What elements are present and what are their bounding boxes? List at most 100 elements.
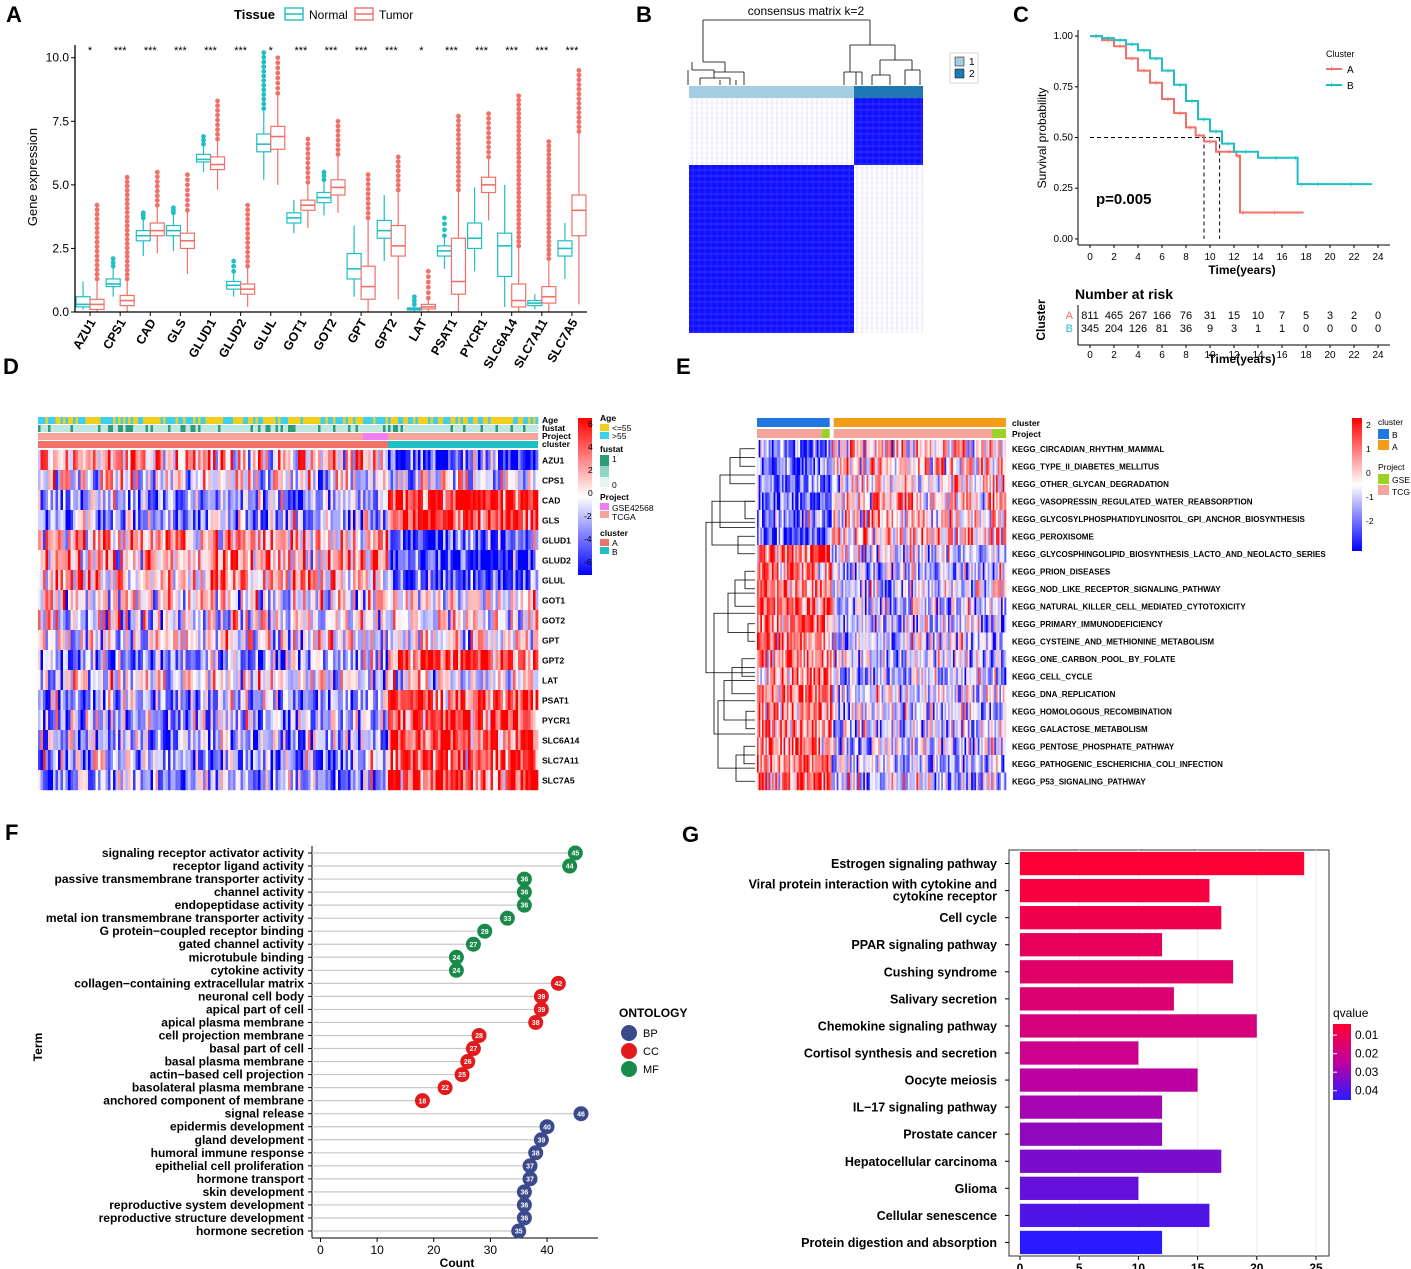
annot-age-cell	[385, 417, 389, 424]
heat-cell	[503, 490, 506, 511]
heat-cell	[85, 450, 89, 471]
heat-cell	[298, 450, 301, 471]
heat-cell	[205, 590, 209, 611]
heat-cell	[155, 750, 159, 771]
heat-cell	[48, 590, 51, 611]
gene-row-label: CAD	[542, 496, 560, 506]
heat-cell	[258, 530, 261, 551]
heat-cell	[90, 750, 94, 771]
heat-cell	[165, 470, 169, 491]
heat-cell	[498, 450, 501, 471]
heat-cell	[523, 650, 526, 671]
heat-cell	[305, 670, 309, 691]
heat-cell	[535, 730, 539, 751]
heat-cell	[770, 492, 773, 511]
heat-cell	[263, 610, 266, 631]
heat-cell	[138, 490, 141, 511]
heat-cell	[758, 475, 761, 493]
annot-age-cell	[505, 417, 509, 424]
annot-age-cell	[435, 417, 439, 424]
censor-mark: +	[1188, 123, 1193, 133]
heat-cell	[510, 670, 514, 691]
heat-cell	[941, 457, 944, 476]
heat-cell	[125, 570, 129, 591]
annot-age-cell	[163, 417, 166, 424]
heat-cell	[38, 650, 41, 671]
heat-cell	[475, 510, 479, 531]
heat-cell	[977, 440, 980, 458]
heat-cell	[188, 610, 191, 631]
heat-cell	[298, 770, 301, 791]
heat-cell	[135, 590, 139, 611]
heat-cell	[245, 630, 249, 651]
heat-cell	[525, 750, 529, 771]
outlier-point	[425, 290, 431, 296]
heat-cell	[168, 550, 171, 571]
heat-cell	[523, 730, 526, 751]
heat-cell	[478, 610, 481, 631]
heat-cell	[80, 510, 84, 531]
heat-cell	[260, 690, 264, 711]
heat-cell	[530, 570, 534, 591]
heat-cell	[135, 450, 139, 471]
heat-cell	[470, 610, 474, 631]
heat-cell	[308, 530, 311, 551]
heat-cell	[118, 730, 121, 751]
heat-cell	[175, 590, 179, 611]
heat-cell	[450, 470, 454, 491]
heat-cell	[388, 490, 391, 511]
heat-cell	[160, 510, 164, 531]
annot-age-cell	[520, 417, 524, 424]
heat-cell	[283, 470, 286, 491]
heat-cell	[285, 570, 289, 591]
y-tick-label: 5.0	[52, 178, 69, 192]
heat-cell	[238, 590, 241, 611]
heat-cell	[258, 770, 261, 791]
heat-cell	[390, 550, 394, 571]
heat-cell	[200, 530, 204, 551]
heat-cell	[298, 650, 301, 671]
heat-cell	[916, 457, 919, 476]
heat-cell	[825, 440, 828, 458]
annot-age-cell	[393, 417, 396, 424]
heat-cell	[60, 710, 64, 731]
heat-cell	[533, 750, 536, 771]
heat-cell	[320, 630, 324, 651]
heat-cell	[773, 475, 776, 493]
heat-cell	[485, 670, 489, 691]
heat-cell	[400, 610, 404, 631]
heat-cell	[368, 630, 371, 651]
heat-cell	[113, 450, 116, 471]
heat-cell	[320, 750, 324, 771]
heat-cell	[225, 630, 229, 651]
annot-fustat-cell	[245, 425, 249, 432]
annot-fustat-cell	[353, 425, 356, 432]
heat-cell	[105, 470, 109, 491]
heat-cell	[145, 510, 149, 531]
heat-cell	[208, 550, 211, 571]
heat-cell	[783, 440, 786, 458]
km-x-axis-title: Time(years)	[1208, 263, 1275, 277]
heat-cell	[811, 440, 814, 458]
outlier-point	[516, 137, 522, 143]
heat-cell	[398, 630, 401, 651]
annot-fustat-cell	[478, 425, 481, 432]
heat-cell	[528, 610, 531, 631]
annot-age-cell	[395, 417, 399, 424]
heat-cell	[828, 457, 831, 476]
heat-cell	[370, 710, 374, 731]
heat-cell	[801, 492, 804, 511]
heat-cell	[160, 610, 164, 631]
heat-cell	[520, 730, 524, 751]
legend-fustat-title: fustat	[600, 444, 623, 454]
annot-fustat-cell	[373, 425, 376, 432]
heat-cell	[343, 710, 346, 731]
heat-cell	[225, 770, 229, 791]
heat-cell	[488, 770, 491, 791]
heat-cell	[278, 710, 281, 731]
risk-count-a: 0	[1375, 310, 1381, 322]
heat-cell	[263, 490, 266, 511]
heat-cell	[133, 610, 136, 631]
heat-cell	[866, 475, 869, 493]
heat-cell	[410, 650, 414, 671]
